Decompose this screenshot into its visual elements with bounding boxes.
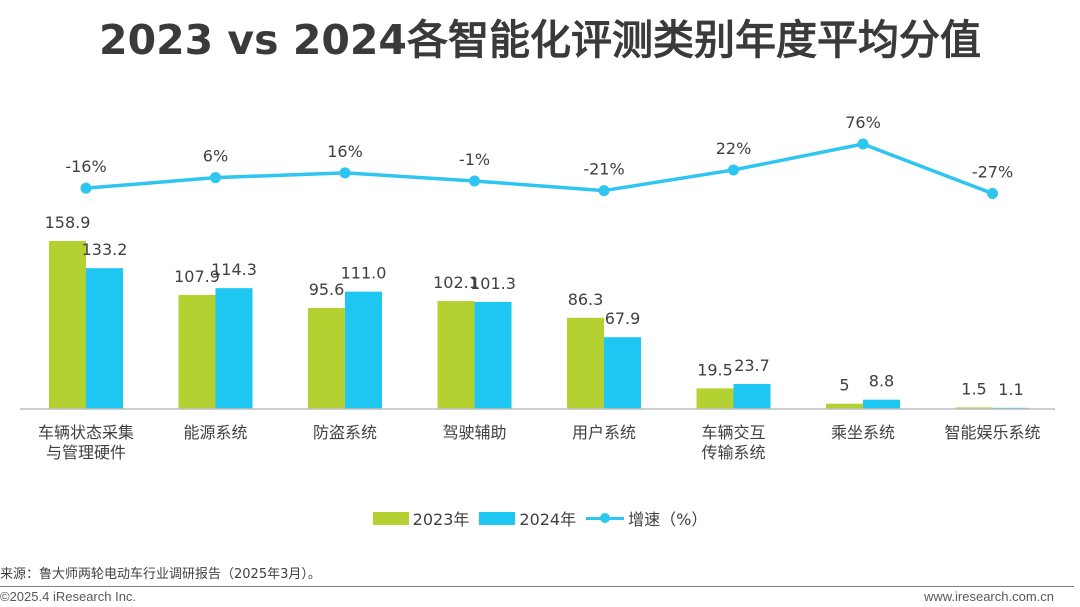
- series-2023-bars: [49, 241, 993, 409]
- bar-label-2023-7: 1.5: [961, 379, 986, 398]
- x-tick-label-4-0: 用户系统: [572, 423, 636, 442]
- x-tick-label-5-1: 传输系统: [701, 443, 765, 462]
- bar-2023-5[interactable]: [696, 388, 734, 409]
- growth-point-5[interactable]: [728, 164, 739, 176]
- bar-label-2024-4: 67.9: [605, 309, 641, 328]
- bar-label-2023-2: 95.6: [309, 280, 345, 299]
- bar-2024-1[interactable]: [215, 288, 253, 409]
- growth-label-5: 22%: [716, 139, 752, 158]
- source-note: 来源：鲁大师两轮电动车行业调研报告（2025年3月）。: [0, 567, 321, 582]
- growth-point-1[interactable]: [210, 172, 221, 184]
- footer-divider: [0, 586, 1074, 587]
- bar-label-2023-6: 5: [839, 376, 849, 395]
- growth-point-4[interactable]: [598, 185, 610, 197]
- x-tick-label-1-0: 能源系统: [183, 423, 247, 442]
- bar-label-2024-1: 114.3: [211, 260, 257, 279]
- growth-label-2: 16%: [327, 142, 363, 161]
- x-tick-label-0-0: 车辆状态采集: [38, 423, 134, 442]
- bar-2024-6[interactable]: [863, 399, 900, 409]
- bar-2024-5[interactable]: [733, 383, 771, 409]
- bar-label-2024-3: 101.3: [470, 274, 516, 293]
- bar-label-2024-7: 1.1: [998, 380, 1023, 399]
- legend-item-2023[interactable]: 2023年: [372, 506, 470, 530]
- bar-2023-6[interactable]: [826, 403, 863, 409]
- legend-label-2023: 2023年: [412, 510, 470, 529]
- bar-label-2024-0: 133.2: [82, 240, 128, 259]
- growth-label-6: 76%: [845, 113, 881, 132]
- bar-label-2023-5: 19.5: [697, 360, 733, 379]
- growth-point-2[interactable]: [339, 167, 351, 179]
- bar-2023-0[interactable]: [49, 241, 86, 409]
- growth-polyline: [85, 142, 994, 196]
- growth-point-7[interactable]: [987, 187, 998, 199]
- growth-point-0[interactable]: [80, 182, 92, 194]
- legend-swatch-2023: [372, 511, 409, 525]
- bar-2024-2[interactable]: [345, 291, 382, 409]
- growth-line-series: [80, 138, 998, 199]
- bar-2023-3[interactable]: [437, 301, 475, 409]
- x-tick-label-2-0: 防盗系统: [313, 423, 377, 442]
- legend-swatch-2024: [479, 511, 516, 525]
- growth-value-labels: -16% 6% 16% -1% -21% 22% 76% -27%: [65, 113, 1013, 181]
- bar-label-2023-1: 107.9: [174, 267, 220, 286]
- bar-2024-4[interactable]: [604, 337, 641, 409]
- legend-item-2024[interactable]: 2024年: [479, 506, 576, 530]
- legend-label-2024: 2024年: [519, 510, 577, 529]
- x-tick-label-6-0: 乘坐系统: [831, 423, 895, 442]
- bar-2024-0[interactable]: [86, 268, 123, 409]
- bar-2023-4[interactable]: [567, 317, 604, 409]
- bar-label-2023-0: 158.9: [45, 213, 91, 232]
- legend-item-growth[interactable]: 增速（%）: [586, 506, 707, 530]
- bar-2024-3[interactable]: [474, 301, 512, 409]
- growth-point-3[interactable]: [469, 175, 480, 187]
- bar-label-2024-6: 8.8: [869, 372, 894, 391]
- growth-label-4: -21%: [583, 160, 624, 179]
- growth-label-7: -27%: [972, 162, 1013, 181]
- copyright-text: ©2025.4 iResearch Inc.: [0, 589, 137, 604]
- bar-2023-7[interactable]: [955, 407, 993, 409]
- bar-2023-1[interactable]: [178, 294, 216, 409]
- growth-label-3: -1%: [459, 150, 490, 169]
- x-tick-label-0-1: 与管理硬件: [46, 443, 126, 462]
- legend-label-growth: 增速（%）: [628, 510, 708, 529]
- bar-2023-2[interactable]: [308, 307, 345, 409]
- x-tick-label-7-0: 智能娱乐系统: [944, 423, 1040, 442]
- x-tick-label-5-0: 车辆交互: [701, 423, 765, 442]
- growth-label-1: 6%: [203, 147, 228, 166]
- bar-label-2023-4: 86.3: [568, 290, 604, 309]
- website-link[interactable]: www.iresearch.com.cn: [923, 589, 1054, 604]
- bar-label-2024-2: 111.0: [341, 264, 387, 283]
- bar-label-2023-3: 102.1: [433, 273, 479, 292]
- legend-swatch-growth: [586, 512, 625, 525]
- chart-title: 2023 vs 2024各智能化评测类别年度平均分值: [99, 16, 981, 64]
- growth-point-6[interactable]: [857, 138, 869, 150]
- bar-label-2024-5: 23.7: [734, 356, 770, 375]
- growth-label-0: -16%: [65, 157, 106, 176]
- x-tick-label-3-0: 驾驶辅助: [442, 423, 506, 442]
- chart-legend: 2023年 2024年 增速（%）: [0, 506, 1080, 530]
